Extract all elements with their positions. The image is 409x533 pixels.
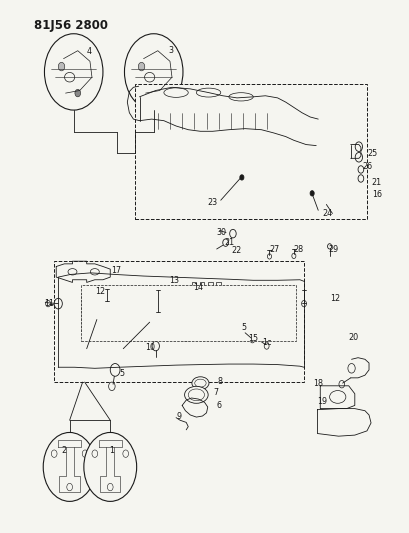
Circle shape (155, 310, 160, 317)
Text: 4: 4 (87, 47, 92, 56)
Text: 16: 16 (372, 190, 382, 199)
Text: 30: 30 (217, 228, 227, 237)
Ellipse shape (164, 301, 209, 341)
Circle shape (110, 364, 120, 376)
Bar (191, 282, 196, 294)
Ellipse shape (196, 88, 221, 97)
Circle shape (355, 142, 362, 151)
Circle shape (240, 175, 244, 180)
Circle shape (84, 432, 137, 502)
Bar (208, 282, 213, 294)
Text: 14: 14 (193, 283, 203, 292)
Ellipse shape (90, 269, 99, 275)
Circle shape (152, 341, 160, 351)
Ellipse shape (330, 391, 346, 403)
Text: 5: 5 (241, 323, 246, 332)
Circle shape (230, 229, 236, 238)
Text: 1c: 1c (263, 338, 272, 348)
Circle shape (355, 152, 362, 162)
Circle shape (43, 432, 96, 502)
Circle shape (93, 315, 101, 324)
Ellipse shape (188, 389, 204, 401)
Text: 27: 27 (270, 245, 280, 254)
Text: 18: 18 (313, 378, 324, 387)
Text: 5: 5 (119, 369, 124, 378)
Circle shape (45, 34, 103, 110)
Circle shape (54, 298, 62, 309)
Text: 25: 25 (367, 149, 377, 158)
Text: 22: 22 (232, 246, 242, 255)
Text: 12: 12 (330, 294, 341, 303)
Circle shape (46, 301, 51, 307)
Circle shape (219, 320, 227, 329)
Circle shape (82, 450, 88, 457)
Bar (54, 261, 304, 382)
Circle shape (92, 450, 98, 457)
Text: 10: 10 (146, 343, 155, 352)
Circle shape (348, 364, 355, 373)
Circle shape (75, 90, 81, 97)
Circle shape (250, 336, 255, 343)
Ellipse shape (192, 377, 209, 390)
Circle shape (339, 381, 345, 388)
Text: 29: 29 (328, 245, 339, 254)
Ellipse shape (229, 93, 253, 101)
Text: 19: 19 (317, 397, 328, 406)
Circle shape (58, 62, 65, 71)
Text: 81J56 2800: 81J56 2800 (34, 19, 108, 33)
Bar (81, 293, 139, 331)
Text: 3: 3 (168, 46, 173, 55)
Circle shape (358, 166, 364, 173)
Ellipse shape (195, 379, 206, 387)
Text: 8: 8 (218, 376, 223, 385)
Circle shape (267, 254, 272, 259)
Ellipse shape (68, 269, 77, 275)
Circle shape (108, 483, 113, 491)
Circle shape (67, 483, 72, 491)
Text: 24: 24 (322, 209, 333, 218)
Circle shape (105, 300, 110, 306)
Text: 26: 26 (362, 163, 372, 171)
Circle shape (358, 175, 364, 182)
Text: 2: 2 (61, 446, 67, 455)
Text: 9: 9 (176, 411, 181, 421)
Circle shape (146, 317, 153, 327)
Circle shape (138, 62, 145, 71)
Bar (200, 282, 204, 294)
Circle shape (223, 239, 229, 246)
Text: 28: 28 (293, 245, 303, 254)
Text: 21: 21 (225, 238, 234, 247)
Text: 17: 17 (111, 266, 121, 275)
Bar (135, 84, 367, 219)
Text: 23: 23 (208, 198, 218, 207)
Bar (216, 282, 221, 294)
Ellipse shape (164, 88, 188, 98)
Ellipse shape (174, 309, 198, 333)
Ellipse shape (184, 386, 208, 403)
Text: 6: 6 (217, 401, 222, 410)
Ellipse shape (65, 72, 75, 82)
Ellipse shape (145, 72, 155, 82)
Text: 7: 7 (213, 387, 218, 397)
Circle shape (231, 325, 238, 335)
Bar (81, 285, 296, 341)
Circle shape (123, 450, 128, 457)
Circle shape (301, 301, 306, 307)
Circle shape (328, 244, 332, 249)
Circle shape (310, 191, 314, 196)
Text: 13: 13 (169, 276, 179, 285)
Text: 12: 12 (95, 287, 105, 296)
Text: 21: 21 (371, 178, 381, 187)
Circle shape (240, 322, 246, 330)
Text: 15: 15 (248, 334, 258, 343)
Circle shape (155, 90, 161, 97)
Circle shape (264, 343, 269, 349)
Text: 1: 1 (109, 446, 114, 455)
Circle shape (292, 253, 296, 259)
Text: 11: 11 (44, 299, 54, 308)
Circle shape (52, 450, 57, 457)
Text: 20: 20 (349, 333, 359, 342)
Circle shape (124, 34, 183, 110)
Circle shape (109, 382, 115, 391)
